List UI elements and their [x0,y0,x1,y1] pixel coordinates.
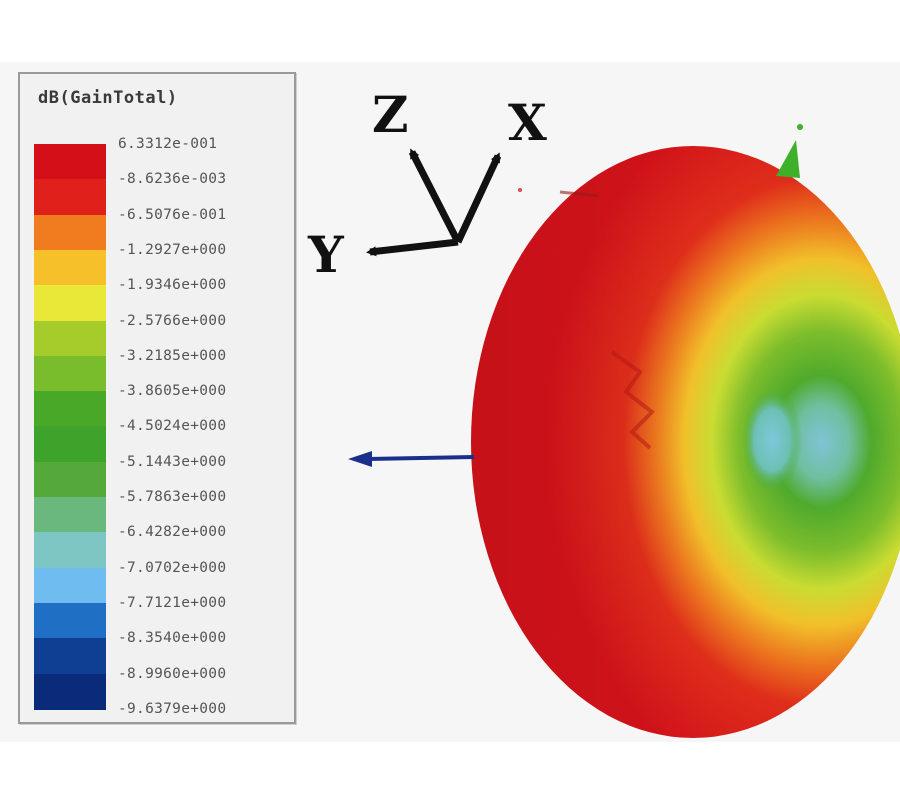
lobe-top-mark [559,190,599,198]
legend-tick-label: -8.9960e+000 [118,665,227,682]
legend-tick-label: -1.2927e+000 [118,241,227,258]
x-axis-label: X [508,93,547,152]
green-pointer-marker [776,140,800,178]
legend-tick-label: -7.7121e+000 [118,594,227,611]
direction-arrow [348,451,475,467]
z-axis-arrow [408,148,462,244]
legend-swatch [34,461,106,498]
legend-tick-label: -8.3540e+000 [118,630,227,647]
x-axis-arrow [454,152,502,244]
lobe-null-center [742,388,802,492]
legend-swatch [34,320,106,357]
legend-swatch [34,355,106,392]
legend-swatch [34,638,106,675]
gain-pattern-lobe [471,146,900,738]
legend-tick-label: -1.9346e+000 [118,277,227,294]
lobe-surface-artifact [610,350,656,450]
legend-swatch [34,249,106,286]
z-axis-label: Z [372,85,409,144]
y-axis-arrow [366,238,459,257]
legend-swatch [34,144,106,180]
legend-tick-label: -4.5024e+000 [118,418,227,435]
legend-tick-label: -3.2185e+000 [118,347,227,364]
legend-tick-label: -5.7863e+000 [118,489,227,505]
red-pointer-dot [518,188,522,192]
direction-arrow-head [348,451,372,467]
legend-title: dB(GainTotal) [38,88,178,108]
legend-swatch [34,214,106,251]
legend-swatch [34,497,106,533]
axis-triad: Z X Y [307,85,547,284]
legend-swatch [34,532,106,569]
legend-tick-label: -2.5766e+000 [118,312,227,329]
legend-tick-label: -6.4282e+000 [118,524,227,541]
legend-swatch [34,179,106,216]
y-axis-label: Y [307,225,345,284]
lobe-shading [471,146,900,738]
legend-tick-label: -9.6379e+000 [118,700,227,717]
legend-swatch [34,567,106,604]
direction-arrow-shaft [365,455,475,461]
legend-swatch [34,673,106,710]
legend-swatch [34,391,106,428]
color-legend: dB(GainTotal) 6.3312e-001 -8.6236e-003 -6.… [18,72,296,724]
legend-swatch [34,602,106,639]
legend-tick-label: 6.3312e-001 [118,136,218,152]
legend-swatch [34,285,106,322]
legend-tick-label: -8.6236e-003 [118,171,227,188]
legend-swatch [34,426,106,463]
legend-tick-label: -6.5076e-001 [118,206,227,223]
legend-tick-label: -3.8605e+000 [118,383,227,400]
legend-tick-label: -7.0702e+000 [118,559,227,576]
green-pointer-dot [797,124,803,130]
legend-tick-label: -5.1443e+000 [118,453,227,470]
